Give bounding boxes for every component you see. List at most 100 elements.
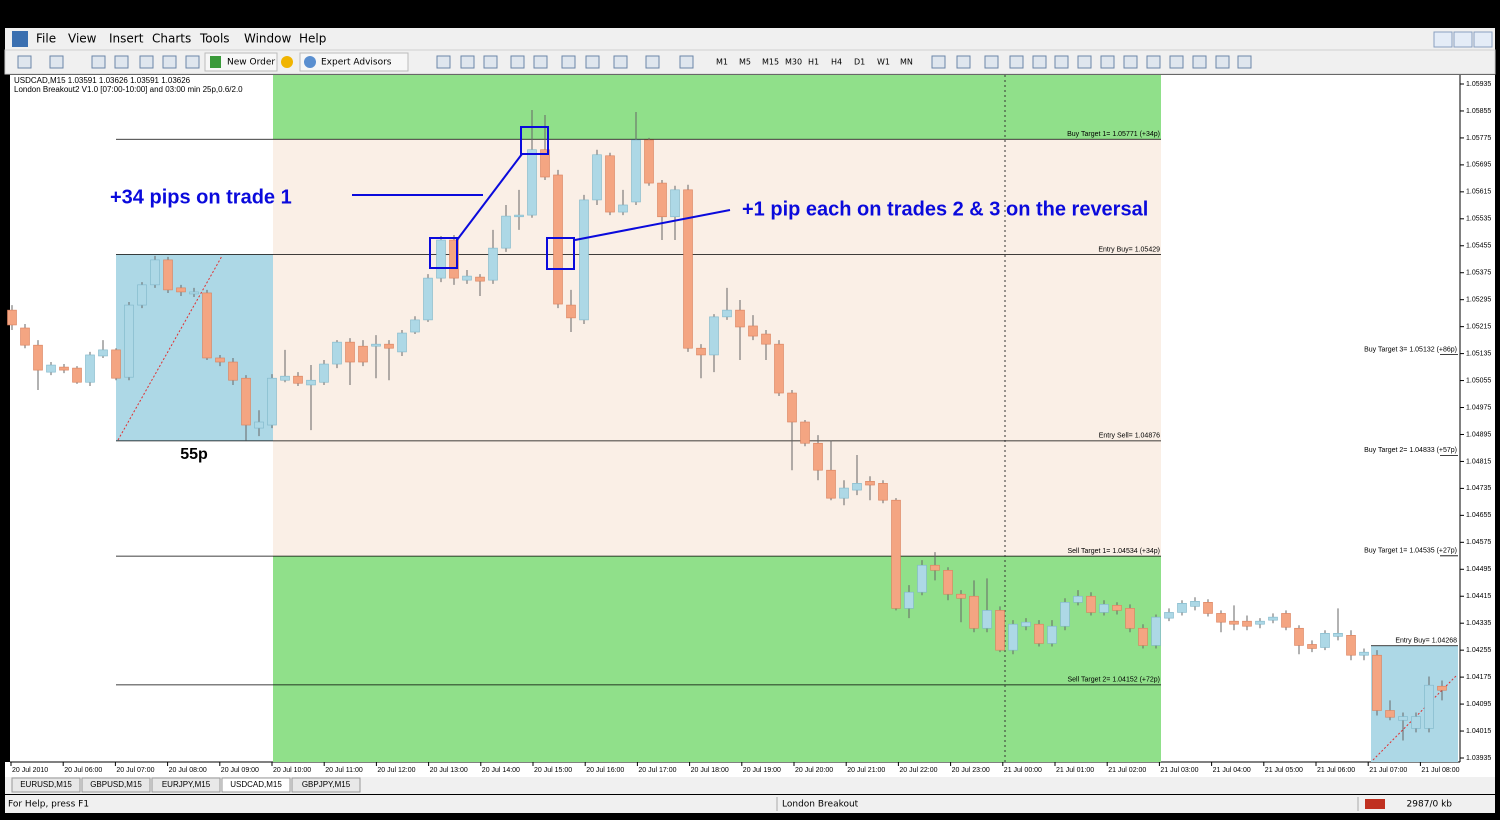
y-tick-label: 1.05295	[1466, 297, 1491, 304]
chart-tab-label[interactable]: EURUSD,M15	[20, 780, 72, 789]
candle-body	[7, 309, 17, 326]
toolbar-icon[interactable]	[91, 55, 106, 69]
menu-item[interactable]: Help	[299, 32, 326, 46]
candle-body	[904, 591, 914, 609]
toolbar-icon[interactable]	[533, 55, 548, 69]
toolbar-icon[interactable]	[561, 55, 576, 69]
candle-body	[514, 214, 524, 218]
x-tick-label: 21 Jul 00:00	[1004, 767, 1042, 774]
timeframe-button[interactable]: M30	[785, 58, 802, 67]
menu-item[interactable]: File	[36, 32, 56, 46]
toolbar-icon[interactable]	[1054, 55, 1069, 69]
timeframe-button[interactable]: M1	[716, 58, 728, 67]
toolbar-icon[interactable]	[185, 55, 200, 69]
level-label: Sell Target 1= 1.04534 (+34p)	[1068, 548, 1161, 555]
candle-body	[332, 341, 342, 365]
toolbar-icon[interactable]	[1169, 55, 1184, 69]
candle-body	[462, 275, 472, 281]
expert-advisors-button[interactable]	[299, 52, 409, 72]
toolbar-icon[interactable]	[139, 55, 154, 69]
candle-body	[1099, 604, 1109, 613]
restore-button[interactable]	[1453, 31, 1473, 48]
toolbar-icon[interactable]	[1009, 55, 1024, 69]
candle-body	[254, 421, 264, 429]
toolbar-icon[interactable]	[1146, 55, 1161, 69]
candle-body	[618, 204, 628, 213]
menu-item[interactable]: Charts	[152, 32, 191, 46]
toolbar-label[interactable]: Expert Advisors	[321, 58, 392, 68]
toolbar-icon[interactable]	[1123, 55, 1138, 69]
toolbar-icon[interactable]	[460, 55, 475, 69]
candle-body	[475, 276, 485, 282]
timeframe-button[interactable]: M15	[762, 58, 779, 67]
toolbar-icon[interactable]	[585, 55, 600, 69]
candle-body	[761, 333, 771, 345]
chart-tab[interactable]	[11, 777, 81, 793]
candle-body	[722, 309, 732, 318]
close-button[interactable]	[1473, 31, 1493, 48]
chart-tab-label[interactable]: EURJPY,M15	[162, 780, 211, 789]
toolbar-icon[interactable]	[613, 55, 628, 69]
chart-tab-label[interactable]: GBPUSD,M15	[90, 780, 142, 789]
toolbar-icon[interactable]	[436, 55, 451, 69]
menu-item[interactable]: Window	[244, 32, 292, 46]
x-tick-label: 21 Jul 07:00	[1369, 767, 1407, 774]
chart-tab[interactable]	[221, 777, 291, 793]
toolbar-icon[interactable]	[1100, 55, 1115, 69]
toolbar-icon[interactable]	[1032, 55, 1047, 69]
timeframe-button[interactable]: D1	[854, 58, 865, 67]
candle-body	[1411, 716, 1421, 729]
status-help: For Help, press F1	[8, 800, 89, 810]
candle-body	[956, 593, 966, 599]
candle-body	[943, 569, 953, 595]
menu-item[interactable]: View	[68, 32, 97, 46]
timeframe-button[interactable]: W1	[877, 58, 890, 67]
timeframe-button[interactable]: MN	[900, 58, 913, 67]
timeframe-button[interactable]: H4	[831, 58, 842, 67]
chart-tab[interactable]	[81, 777, 151, 793]
minimize-button[interactable]	[1433, 31, 1453, 48]
toolbar-icon[interactable]	[483, 55, 498, 69]
y-tick-label: 1.05455	[1466, 243, 1491, 250]
toolbar-icon[interactable]	[1237, 55, 1252, 69]
x-tick-label: 20 Jul 07:00	[116, 767, 154, 774]
candle-body	[1307, 644, 1317, 649]
y-tick-label: 1.05215	[1466, 323, 1491, 330]
toolbar-icon[interactable]	[984, 55, 999, 69]
toolbar-icon[interactable]	[49, 55, 64, 69]
chart-tab-label[interactable]: GBPJPY,M15	[302, 780, 351, 789]
candle-body	[878, 483, 888, 501]
toolbar-icon[interactable]	[114, 55, 129, 69]
candle-body	[1203, 602, 1213, 614]
candle-body	[826, 469, 836, 499]
candle-body	[436, 239, 446, 279]
menu-item[interactable]: Insert	[109, 32, 144, 46]
new-order-button[interactable]	[204, 52, 278, 72]
toolbar-label[interactable]: New Order	[227, 58, 275, 68]
toolbar-icon[interactable]	[1192, 55, 1207, 69]
x-tick-label: 21 Jul 01:00	[1056, 767, 1094, 774]
timeframe-button[interactable]: H1	[808, 58, 819, 67]
toolbar-icon[interactable]	[645, 55, 660, 69]
chart-tab[interactable]	[291, 777, 361, 793]
toolbar-icon[interactable]	[931, 55, 946, 69]
toolbar-icon[interactable]	[679, 55, 694, 69]
x-tick-label: 20 Jul 2010	[12, 767, 48, 774]
chart-tab-label[interactable]: USDCAD,M15	[230, 780, 282, 789]
toolbar-icon[interactable]	[1077, 55, 1092, 69]
toolbar-icon[interactable]	[510, 55, 525, 69]
timeframe-button[interactable]: M5	[739, 58, 751, 67]
toolbar-icon[interactable]	[17, 55, 32, 69]
menu-item[interactable]: Tools	[199, 32, 230, 46]
candle-body	[228, 361, 238, 381]
candle-body	[163, 259, 173, 291]
x-tick-label: 20 Jul 11:00	[325, 767, 363, 774]
toolbar-icon[interactable]	[956, 55, 971, 69]
x-tick-label: 20 Jul 06:00	[64, 767, 102, 774]
trade-box	[546, 237, 575, 270]
toolbar-icon[interactable]	[162, 55, 177, 69]
chart-tab[interactable]	[151, 777, 221, 793]
candle-body	[501, 215, 511, 249]
toolbar-icon[interactable]	[1215, 55, 1230, 69]
candle-body	[1359, 651, 1369, 656]
